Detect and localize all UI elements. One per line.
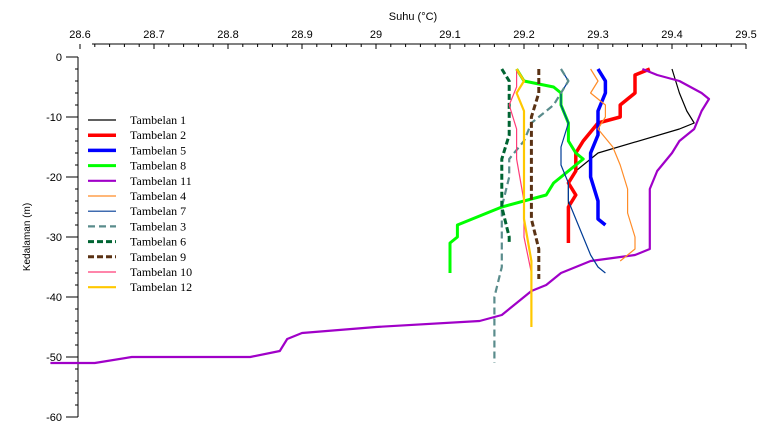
y-tick-label: -10 bbox=[46, 112, 62, 124]
y-tick-label: 0 bbox=[56, 52, 62, 64]
x-tick-label: 29.5 bbox=[735, 29, 756, 41]
series-line-10 bbox=[529, 69, 541, 279]
legend-label: Tambelan 5 bbox=[130, 143, 186, 157]
legend-label: Tambelan 9 bbox=[130, 250, 186, 264]
x-tick-label: 29 bbox=[370, 29, 382, 41]
y-tick-label: -30 bbox=[46, 232, 62, 244]
y-tick-label: -50 bbox=[46, 352, 62, 364]
legend-label: Tambelan 6 bbox=[130, 235, 186, 249]
x-tick-label: 28.9 bbox=[291, 29, 312, 41]
series-line-3 bbox=[588, 68, 608, 227]
x-tick-label: 28.6 bbox=[69, 29, 90, 41]
legend-label: Tambelan 11 bbox=[130, 174, 192, 188]
x-tick-label: 28.8 bbox=[217, 29, 238, 41]
legend-label: Tambelan 10 bbox=[130, 265, 192, 279]
y-tick-label: -40 bbox=[46, 292, 62, 304]
legend-label: Tambelan 8 bbox=[130, 159, 186, 173]
y-tick-label: -60 bbox=[46, 412, 62, 423]
x-axis-title: Suhu (°C) bbox=[389, 11, 437, 23]
series-line-11 bbox=[508, 69, 532, 303]
series-line-12 bbox=[515, 68, 533, 327]
series-line-8 bbox=[493, 68, 570, 363]
series-line-6 bbox=[590, 68, 636, 262]
legend-label: Tambelan 12 bbox=[130, 280, 192, 294]
series-line-7 bbox=[560, 68, 606, 274]
series-line-9 bbox=[500, 68, 511, 243]
y-tick-label: -20 bbox=[46, 172, 62, 184]
legend-label: Tambelan 7 bbox=[130, 204, 186, 218]
y-axis-title: Kedalaman (m) bbox=[22, 203, 33, 271]
legend-label: Tambelan 3 bbox=[130, 219, 186, 233]
series-line-5 bbox=[50, 67, 711, 365]
x-tick-label: 28.7 bbox=[143, 29, 164, 41]
legend-label: Tambelan 4 bbox=[130, 189, 186, 203]
series-line-2 bbox=[566, 67, 651, 243]
x-tick-label: 29.1 bbox=[439, 29, 460, 41]
x-tick-label: 29.4 bbox=[661, 29, 682, 41]
x-tick-label: 29.3 bbox=[587, 29, 608, 41]
series-layer bbox=[50, 67, 711, 365]
axes: 28.6 28.7 28.8 28.9 29 29.1 29.2 29.3 29.4 29.5 0 -… bbox=[46, 29, 757, 423]
legend-label: Tambelan 2 bbox=[130, 128, 186, 142]
x-tick-label: 29.2 bbox=[513, 29, 534, 41]
legend-label: Tambelan 1 bbox=[130, 113, 186, 127]
